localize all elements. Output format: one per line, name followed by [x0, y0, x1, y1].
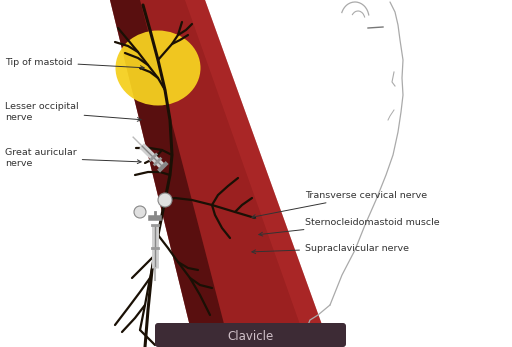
Ellipse shape	[116, 31, 201, 105]
Text: Transverse cervical nerve: Transverse cervical nerve	[252, 191, 427, 218]
Text: Tip of mastoid: Tip of mastoid	[5, 58, 144, 69]
FancyBboxPatch shape	[155, 323, 346, 347]
Polygon shape	[110, 0, 330, 347]
Circle shape	[134, 206, 146, 218]
Polygon shape	[110, 0, 230, 347]
Text: Clavicle: Clavicle	[227, 330, 273, 344]
Text: Sternocleidomastoid muscle: Sternocleidomastoid muscle	[259, 218, 440, 236]
Circle shape	[158, 193, 172, 207]
Text: Lesser occipital
nerve: Lesser occipital nerve	[5, 102, 141, 122]
Text: Great auricular
nerve: Great auricular nerve	[5, 148, 141, 168]
Text: Supraclavicular nerve: Supraclavicular nerve	[252, 244, 409, 254]
Polygon shape	[185, 0, 330, 347]
